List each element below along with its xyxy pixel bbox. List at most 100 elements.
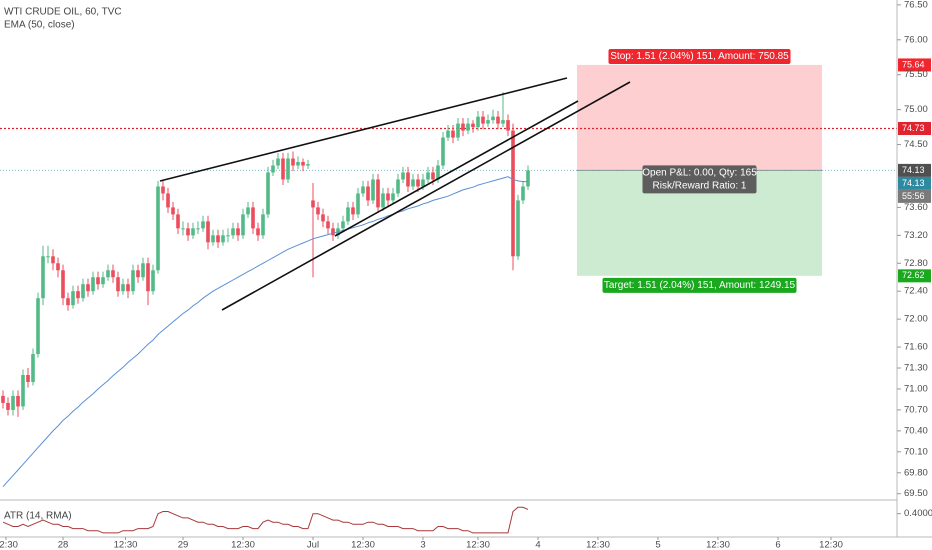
y-tick-label: 75.50 xyxy=(904,69,928,80)
candle-body xyxy=(116,277,120,292)
position-zones xyxy=(0,64,897,276)
candle-body xyxy=(506,120,510,131)
y-tick-label: 74.50 xyxy=(904,139,928,150)
candle-body xyxy=(521,186,525,201)
candle-body xyxy=(56,263,60,271)
candle-body xyxy=(401,172,405,180)
candle-body xyxy=(306,164,310,166)
candle-body xyxy=(261,214,265,236)
candle-body xyxy=(311,200,315,208)
candle-body xyxy=(46,256,50,258)
candle-body xyxy=(296,162,300,166)
y-tick-label: 71.60 xyxy=(904,342,928,353)
candle-body xyxy=(461,123,465,131)
candle-body xyxy=(76,291,80,299)
countdown-label: 55:56 xyxy=(902,191,925,201)
stop-price-label-box xyxy=(898,58,931,72)
atr-legend: ATR (14, RMA) xyxy=(4,511,72,522)
candle-body xyxy=(291,158,295,166)
candle-body xyxy=(416,179,420,187)
y-tick-label: 70.40 xyxy=(904,425,928,436)
candle-body xyxy=(181,228,185,230)
candle-body xyxy=(281,158,285,180)
stop-zone xyxy=(577,64,822,171)
candle-body xyxy=(486,120,490,124)
candle-body xyxy=(201,221,205,229)
indicator-legend: EMA (50, close) xyxy=(4,20,75,31)
entry-price-label: 74.13 xyxy=(902,165,925,175)
candle-body xyxy=(346,207,350,222)
x-tick-label: 12:30 xyxy=(466,540,490,550)
candle-body xyxy=(236,228,240,236)
x-tick-label: 3 xyxy=(420,540,425,550)
candle-body xyxy=(41,256,45,299)
candle-body xyxy=(186,228,190,236)
target-label: Target: 1.51 (2.04%) 151, Amount: 1249.1… xyxy=(604,280,796,291)
candle-body xyxy=(216,235,220,243)
candle-body xyxy=(246,207,250,215)
candle-body xyxy=(81,284,85,299)
candle-body xyxy=(106,270,110,278)
candle-body xyxy=(441,137,445,166)
chart-title: WTI CRUDE OIL, 60, TVC xyxy=(4,7,122,18)
trend-line xyxy=(334,100,579,237)
candle-body xyxy=(126,284,130,292)
candle-body xyxy=(451,130,455,138)
candle-body xyxy=(96,277,100,285)
target-label-box xyxy=(602,277,797,293)
x-tick-label: 5 xyxy=(655,540,660,550)
candle-body xyxy=(71,291,75,306)
trend-line xyxy=(159,77,568,182)
stop-label-box xyxy=(608,48,791,64)
candle-body xyxy=(376,179,380,208)
last-price-label-box xyxy=(898,176,931,190)
x-tick-label: 12:30 xyxy=(351,540,375,550)
candle-body xyxy=(141,263,145,278)
y-tick-label: 72.00 xyxy=(904,314,928,325)
y-tick-label: 71.00 xyxy=(904,383,928,394)
candle-body xyxy=(366,186,370,201)
overlay: Stop: 1.51 (2.04%) 151, Amount: 750.85 Op… xyxy=(602,48,931,293)
candle-body xyxy=(21,375,25,407)
candle-body xyxy=(221,235,225,243)
candle-body xyxy=(241,214,245,236)
candle-body xyxy=(316,207,320,215)
candle-body xyxy=(6,402,10,410)
x-tick-label: 12:30 xyxy=(706,540,730,550)
x-tick-label: 12:30 xyxy=(231,540,255,550)
candle-body xyxy=(156,186,160,271)
candle-body xyxy=(146,263,150,292)
candle-body xyxy=(196,228,200,230)
y-tick-label: 73.20 xyxy=(904,230,928,241)
x-tick-label: 12:30 xyxy=(114,540,138,550)
candle-body xyxy=(516,200,520,257)
ema-line xyxy=(2,176,528,488)
candle-body xyxy=(361,186,365,194)
candle-body xyxy=(61,270,65,299)
candle-body xyxy=(11,395,15,410)
y-tick-label: 73.60 xyxy=(904,202,928,213)
trend-lines xyxy=(159,77,631,311)
candle-body xyxy=(301,162,305,166)
candle-body xyxy=(391,193,395,201)
y-tick-label: 72.80 xyxy=(904,258,928,269)
candle-body xyxy=(251,207,255,229)
candle-body xyxy=(386,193,390,201)
candle-body xyxy=(191,228,195,236)
target-price-label: 72.62 xyxy=(902,270,925,280)
y-tick-label: 72.40 xyxy=(904,286,928,297)
candle-body xyxy=(356,193,360,215)
candle-body xyxy=(496,116,500,124)
candle-body xyxy=(426,172,430,180)
x-tick-label: 29 xyxy=(178,540,189,550)
candle-body xyxy=(151,270,155,292)
candle-body xyxy=(331,228,335,236)
candle-body xyxy=(471,123,475,128)
candle-body xyxy=(321,214,325,222)
candle-body xyxy=(31,354,35,382)
candle-body xyxy=(91,277,95,292)
stop-price-label: 75.64 xyxy=(902,59,925,69)
candle-body xyxy=(176,214,180,229)
candle-body xyxy=(286,158,290,180)
